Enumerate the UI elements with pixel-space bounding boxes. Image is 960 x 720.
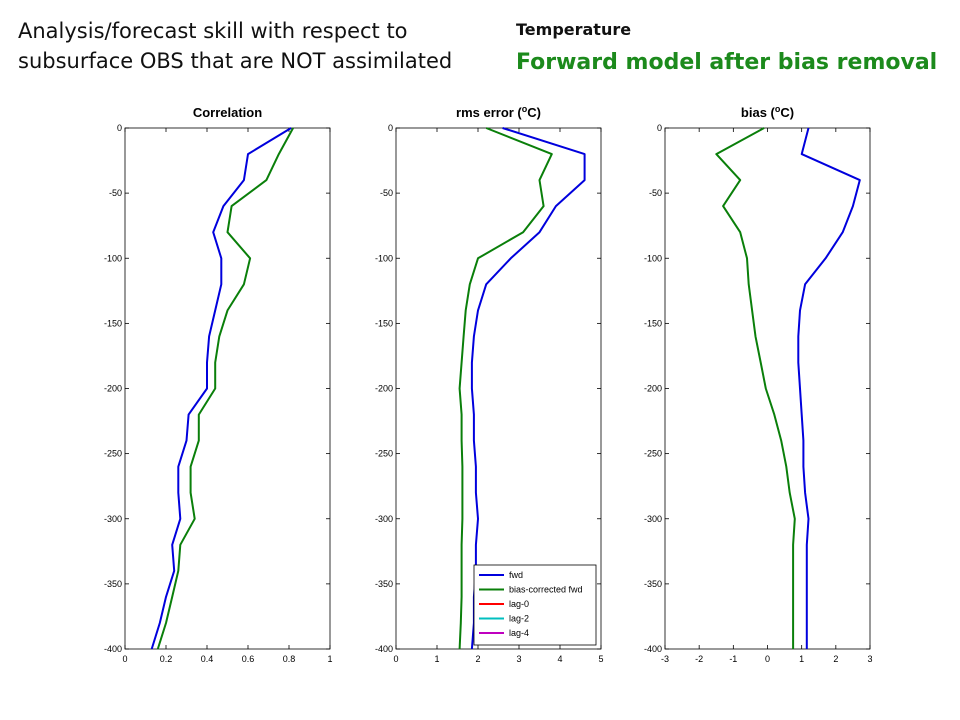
x-tick-label: 2: [833, 654, 838, 664]
y-tick-label: -400: [104, 644, 122, 654]
y-tick-label: -350: [104, 579, 122, 589]
y-tick-label: -150: [104, 318, 122, 328]
x-tick-label: 1: [799, 654, 804, 664]
y-tick-label: -150: [644, 318, 662, 328]
subtitle: Forward model after bias removal: [516, 50, 938, 75]
y-tick-label: 0: [657, 123, 662, 133]
title-part: rms error (: [456, 105, 522, 120]
y-tick-label: -200: [104, 384, 122, 394]
series-line-fwd: [150, 127, 292, 650]
y-tick-label: -350: [644, 579, 662, 589]
x-tick-label: 4: [557, 654, 562, 664]
legend-label: lag-0: [509, 599, 529, 609]
x-tick-label: 3: [516, 654, 521, 664]
y-tick-label: -300: [375, 514, 393, 524]
y-tick-label: 0: [388, 123, 393, 133]
series-line-bias-corrected-fwd: [458, 127, 553, 650]
headline: Analysis/forecast skill with respect to …: [18, 19, 453, 73]
axes-box: [124, 127, 331, 650]
title-part: C): [527, 105, 541, 120]
legend: fwd bias-corrected fwd lag-0 lag-2 lag-4: [473, 564, 597, 646]
x-tick-label: 1: [327, 654, 332, 664]
x-tick-label: -2: [695, 654, 703, 664]
y-tick-label: -250: [644, 449, 662, 459]
x-tick-label: 0.6: [242, 654, 255, 664]
y-tick-label: -200: [375, 384, 393, 394]
series-line-fwd: [470, 127, 586, 650]
variable-label: Temperature: [516, 20, 632, 39]
y-tick-label: -100: [375, 253, 393, 263]
y-tick-label: -300: [644, 514, 662, 524]
legend-label: lag-4: [509, 628, 529, 638]
x-tick-label: -3: [661, 654, 669, 664]
x-tick-label: 0.8: [283, 654, 296, 664]
y-tick-label: 0: [117, 123, 122, 133]
y-tick-label: -200: [644, 384, 662, 394]
series-line-bias-corrected-fwd: [715, 127, 796, 649]
y-tick-label: -100: [644, 253, 662, 263]
legend-label: bias-corrected fwd: [509, 585, 583, 595]
title-superscript: o: [522, 104, 528, 114]
y-tick-label: -400: [644, 644, 662, 654]
x-tick-label: 5: [598, 654, 603, 664]
title-part: C): [780, 105, 794, 120]
y-tick-label: -100: [104, 253, 122, 263]
x-tick-label: 1: [434, 654, 439, 664]
series-line-bias-corrected-fwd: [156, 127, 294, 650]
y-tick-label: -50: [649, 188, 662, 198]
x-tick-label: 0.4: [201, 654, 214, 664]
chart-title: bias (oC): [741, 104, 794, 120]
chart-panel-3: bias (oC) 0 -50 -100 -150 -200 -250 -300 -350 -40…: [644, 104, 873, 664]
x-tick-label: 0: [393, 654, 398, 664]
y-tick-label: -400: [375, 644, 393, 654]
x-tick-label: -1: [729, 654, 737, 664]
x-tick-label: 0.2: [160, 654, 173, 664]
x-tick-label: 2: [475, 654, 480, 664]
x-tick-label: 0: [765, 654, 770, 664]
title-part: bias (: [741, 105, 776, 120]
y-tick-label: -300: [104, 514, 122, 524]
y-tick-label: -250: [375, 449, 393, 459]
chart-panel-2: rms error (oC) 0 -50 -100 -150 -200 -250 -300 -3…: [375, 104, 604, 664]
series-line-fwd: [797, 127, 861, 649]
y-tick-label: -350: [375, 579, 393, 589]
y-tick-label: -250: [104, 449, 122, 459]
y-tick-label: -50: [109, 188, 122, 198]
x-tick-label: 3: [867, 654, 872, 664]
chart-panel-1: Correlation 0 -50 -100 -150 -200 -250 -300 -350 -…: [104, 105, 333, 664]
y-tick-label: -50: [380, 188, 393, 198]
y-tick-label: -150: [375, 318, 393, 328]
legend-label: fwd: [509, 570, 523, 580]
title-superscript: o: [775, 104, 781, 114]
chart-title: Correlation: [193, 105, 262, 120]
axes-box: [664, 127, 871, 650]
x-tick-label: 0: [122, 654, 127, 664]
legend-label: lag-2: [509, 614, 529, 624]
chart-title: rms error (oC): [456, 104, 541, 120]
